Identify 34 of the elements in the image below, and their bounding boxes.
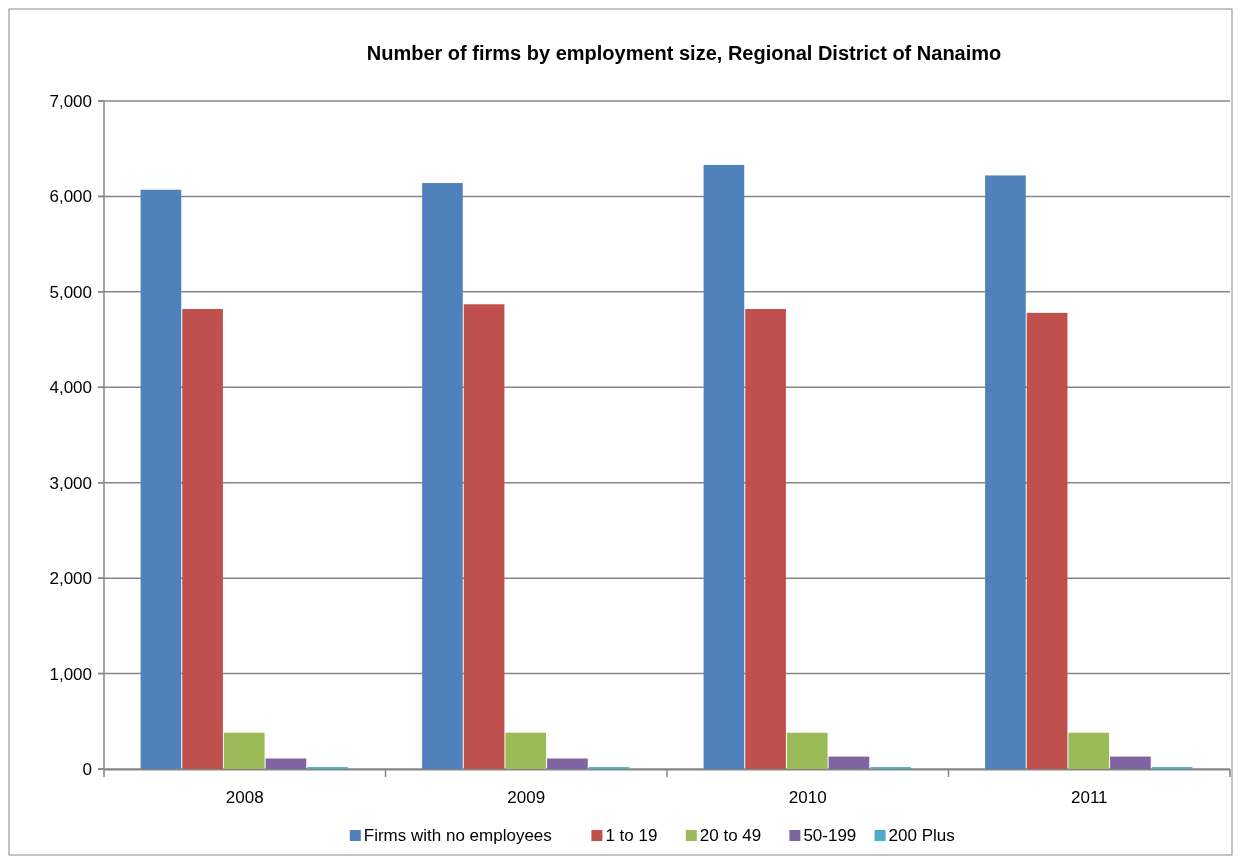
bar bbox=[1026, 312, 1068, 769]
bar bbox=[505, 732, 547, 769]
y-tick-label: 4,000 bbox=[49, 378, 92, 398]
y-tick-label: 6,000 bbox=[49, 187, 92, 207]
bar bbox=[223, 732, 265, 769]
bar bbox=[985, 175, 1026, 769]
y-tick-label: 0 bbox=[82, 759, 92, 779]
y-tick-label: 3,000 bbox=[49, 473, 92, 493]
legend-label: 50-199 bbox=[803, 826, 857, 845]
chart-title: Number of firms by employment size, Regional District of Nanaimo bbox=[366, 42, 1002, 64]
y-tick-label: 7,000 bbox=[49, 91, 92, 111]
legend-label: 20 to 49 bbox=[699, 826, 762, 845]
bar bbox=[1068, 732, 1110, 769]
bar bbox=[1110, 756, 1151, 769]
x-tick-label: 2011 bbox=[1070, 788, 1108, 807]
bar bbox=[786, 732, 828, 769]
bar bbox=[182, 309, 223, 769]
legend-label: Firms with no employees bbox=[363, 826, 552, 845]
bar bbox=[828, 756, 870, 769]
bar bbox=[463, 304, 505, 769]
bar bbox=[140, 189, 182, 769]
x-tick-label: 2008 bbox=[225, 788, 264, 807]
bar bbox=[745, 309, 786, 769]
legend-label: 200 Plus bbox=[888, 826, 955, 845]
y-tick-label: 2,000 bbox=[49, 569, 92, 589]
y-tick-label: 5,000 bbox=[49, 282, 92, 302]
bar bbox=[265, 758, 307, 769]
bar bbox=[422, 183, 463, 769]
x-tick-label: 2009 bbox=[507, 788, 546, 807]
bar bbox=[547, 758, 588, 769]
bar bbox=[703, 164, 745, 769]
y-tick-label: 1,000 bbox=[49, 664, 92, 684]
legend-label: 1 to 19 bbox=[605, 826, 658, 845]
x-tick-label: 2010 bbox=[788, 788, 827, 807]
